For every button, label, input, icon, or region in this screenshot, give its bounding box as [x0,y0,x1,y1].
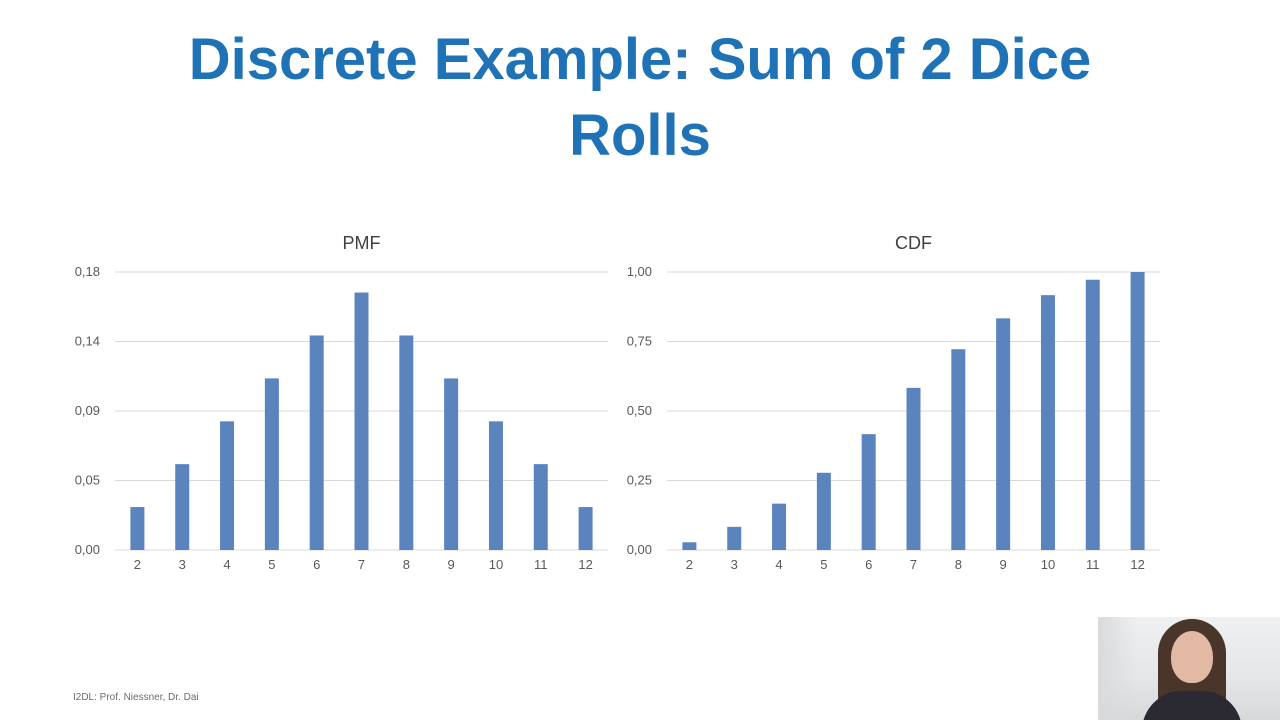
pmf-bar-2 [130,507,145,550]
pmf-x-tick-label: 8 [403,557,410,572]
cdf-bar-4 [772,503,787,550]
pmf-x-tick-label: 5 [268,557,275,572]
cdf-x-tick-label: 5 [820,557,827,572]
cdf-x-tick-label: 6 [865,557,872,572]
webcam-background [1098,617,1138,720]
pmf-bar-4 [220,421,235,550]
cdf-chart-svg: CDF 0,00 0,25 0,50 0,75 1,00 2 3 4 5 6 7 8 9 10 11 12 [627,233,1160,572]
cdf-y-tick-label: 0,75 [627,334,652,349]
cdf-y-tick-label: 1,00 [627,264,652,279]
cdf-x-tick-label: 11 [1086,557,1100,572]
pmf-bar-11 [533,464,548,550]
pmf-x-tick-label: 11 [534,557,548,572]
cdf-y-tick-label: 0,00 [627,542,652,557]
cdf-bar-2 [682,542,697,550]
pmf-bar-8 [399,335,414,550]
pmf-x-tick-label: 9 [448,557,455,572]
pmf-chart-svg: PMF 0,00 0,05 0,09 0,14 0,18 2 3 4 5 6 7 8 9 10 11 12 [75,233,608,572]
cdf-x-tick-label: 3 [731,557,738,572]
pmf-bar-10 [488,421,503,550]
pmf-y-tick-label: 0,18 [75,264,100,279]
slide-title: Discrete Example: Sum of 2 Dice Rolls [188,27,1092,168]
pmf-y-tick-label: 0,09 [75,403,100,418]
cdf-bar-10 [1040,295,1055,550]
pmf-chart: PMF 0,00 0,05 0,09 0,14 0,18 2 3 4 5 6 7 8 9 10 11 12 [60,225,620,585]
cdf-x-tick-label: 4 [775,557,782,572]
slide-footer: I2DL: Prof. Niessner, Dr. Dai [73,692,199,703]
pmf-y-tick-label: 0,00 [75,542,100,557]
pmf-bar-5 [264,378,279,550]
cdf-bar-5 [816,472,831,550]
presenter-face [1171,631,1213,683]
pmf-bar-7 [354,292,369,550]
pmf-x-tick-label: 2 [134,557,141,572]
pmf-x-tick-label: 3 [179,557,186,572]
cdf-x-tick-label: 10 [1041,557,1055,572]
cdf-bar-3 [727,526,742,550]
pmf-x-tick-label: 10 [489,557,503,572]
cdf-y-tick-label: 0,50 [627,403,652,418]
presenter-webcam-video [1098,617,1280,720]
pmf-x-tick-label: 4 [223,557,230,572]
pmf-bar-6 [309,335,324,550]
cdf-chart-title: CDF [895,233,932,253]
cdf-y-tick-label: 0,25 [627,473,652,488]
pmf-bar-3 [175,464,190,550]
cdf-x-tick-label: 12 [1130,557,1144,572]
pmf-y-tick-label: 0,05 [75,473,100,488]
cdf-chart: CDF 0,00 0,25 0,50 0,75 1,00 2 3 4 5 6 7 8 9 10 11 12 [612,225,1172,585]
cdf-bar-8 [951,349,966,550]
pmf-x-tick-label: 6 [313,557,320,572]
cdf-x-tick-label: 7 [910,557,917,572]
cdf-bar-12 [1130,272,1145,550]
cdf-bar-11 [1085,279,1100,550]
pmf-chart-title: PMF [343,233,381,253]
pmf-x-tick-label: 12 [578,557,592,572]
pmf-bar-9 [444,378,459,550]
presenter-shirt [1142,691,1242,720]
pmf-bar-12 [578,507,593,550]
cdf-x-tick-label: 2 [686,557,693,572]
cdf-bar-9 [996,318,1011,550]
pmf-y-tick-label: 0,14 [75,334,100,349]
cdf-x-tick-label: 8 [955,557,962,572]
pmf-x-tick-label: 7 [358,557,365,572]
cdf-x-tick-label: 9 [1000,557,1007,572]
cdf-bar-6 [861,434,876,550]
cdf-bar-7 [906,387,921,550]
